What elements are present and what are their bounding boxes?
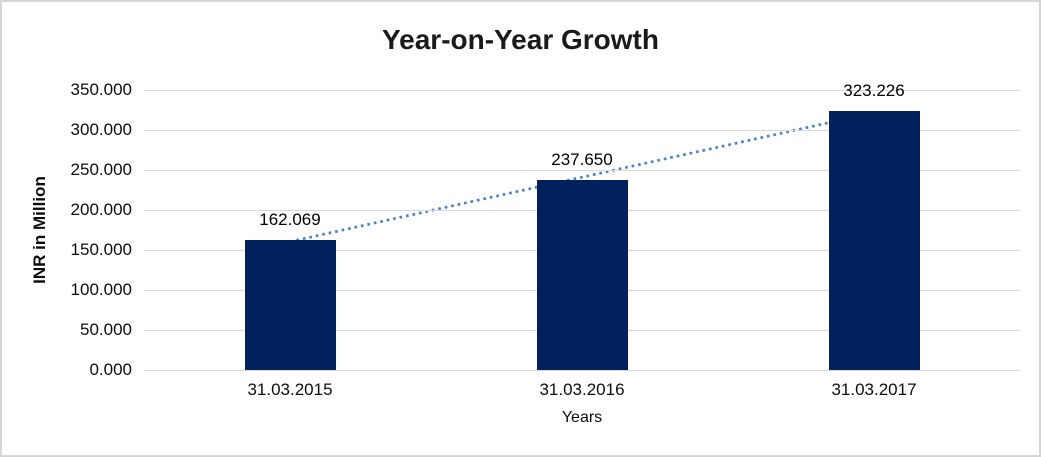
bar-31.03.2015 <box>244 240 336 370</box>
data-label: 237.650 <box>551 149 613 169</box>
y-axis-tick-label: 100.000 <box>70 280 132 299</box>
plot-area <box>144 89 1020 371</box>
y-axis-title: INR in Million <box>30 176 49 284</box>
data-label: 323.226 <box>843 81 905 101</box>
trendline-layer <box>289 111 875 243</box>
gridline <box>144 129 1020 131</box>
gridline <box>144 89 1020 91</box>
y-axis-tick-label: 150.000 <box>70 240 132 259</box>
trendline <box>289 111 875 243</box>
y-axis-tick-label: 250.000 <box>70 160 132 179</box>
y-axis-tick-label: 50.000 <box>80 320 132 339</box>
gridline <box>144 169 1020 171</box>
chart-title: Year-on-Year Growth <box>382 24 659 55</box>
x-axis-tick-label: 31.03.2015 <box>247 380 333 399</box>
x-axis-title: Years <box>561 409 603 426</box>
x-axis-tick-label: 31.03.2017 <box>831 380 917 399</box>
y-axis-tick-label: 200.000 <box>70 200 132 219</box>
data-label: 162.069 <box>259 210 321 230</box>
y-axis-tick-label: 0.000 <box>89 360 132 379</box>
bar-31.03.2017 <box>828 111 920 370</box>
gridline <box>144 369 1020 371</box>
bar-31.03.2016 <box>536 179 628 370</box>
x-axis-tick-label: 31.03.2016 <box>539 380 625 399</box>
y-axis-tick-label: 300.000 <box>70 120 132 139</box>
y-axis-tick-label: 350.000 <box>70 80 132 99</box>
